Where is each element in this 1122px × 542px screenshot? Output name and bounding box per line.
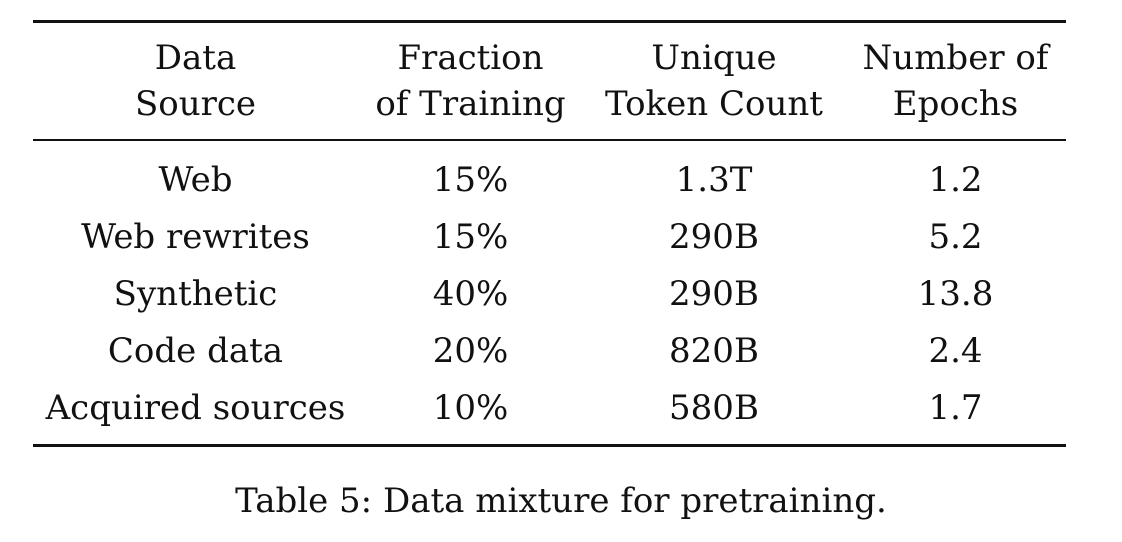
table-row: Acquired sources 10% 580B 1.7 bbox=[33, 379, 1066, 447]
header-text: Source bbox=[134, 84, 257, 124]
cell-data-source: Web rewrites bbox=[81, 216, 310, 257]
header-text: Token Count bbox=[605, 84, 823, 124]
header-unique-token-count: Unique Token Count bbox=[583, 20, 845, 141]
cell-fraction: 15% bbox=[432, 159, 509, 200]
cell-data-source: Code data bbox=[107, 330, 284, 371]
cell-fraction: 10% bbox=[358, 379, 583, 447]
cell-token-count: 290B bbox=[669, 273, 759, 314]
cell-epochs: 1.2 bbox=[928, 159, 983, 200]
header-row: Data Source Fraction of Training Unique … bbox=[33, 20, 1066, 141]
header-text: Epochs bbox=[892, 84, 1019, 124]
cell-fraction: 15% bbox=[432, 216, 509, 257]
header-text: Data bbox=[154, 38, 237, 78]
header-text: of Training bbox=[375, 84, 566, 124]
cell-epochs: 13.8 bbox=[917, 273, 994, 314]
cell-token-count: 1.3T bbox=[675, 159, 753, 200]
table-row: Web 15% 1.3T 1.2 bbox=[33, 140, 1066, 208]
data-mixture-table: Data Source Fraction of Training Unique … bbox=[33, 20, 1066, 447]
table-caption: Table 5: Data mixture for pretraining. bbox=[235, 481, 887, 521]
header-text: Number of bbox=[862, 38, 1049, 78]
cell-epochs: 2.4 bbox=[928, 330, 983, 371]
header-fraction-of-training: Fraction of Training bbox=[358, 20, 583, 141]
header-number-of-epochs: Number of Epochs bbox=[845, 20, 1066, 141]
table-header: Data Source Fraction of Training Unique … bbox=[33, 20, 1066, 141]
cell-token-count: 820B bbox=[669, 330, 759, 371]
table-body: Web 15% 1.3T 1.2 Web rewrites 15% 290B 5… bbox=[33, 140, 1066, 447]
cell-data-source: Acquired sources bbox=[33, 379, 358, 447]
cell-token-count: 290B bbox=[669, 216, 759, 257]
cell-data-source: Synthetic bbox=[113, 273, 278, 314]
table-container: Data Source Fraction of Training Unique … bbox=[33, 20, 1066, 447]
header-data-source: Data Source bbox=[33, 20, 358, 141]
header-text: Fraction bbox=[397, 38, 544, 78]
table-row: Code data 20% 820B 2.4 bbox=[33, 322, 1066, 379]
table-row: Synthetic 40% 290B 13.8 bbox=[33, 265, 1066, 322]
cell-fraction: 20% bbox=[432, 330, 509, 371]
cell-data-source: Web bbox=[158, 159, 233, 200]
header-text: Unique bbox=[651, 38, 777, 78]
cell-epochs: 5.2 bbox=[928, 216, 983, 257]
table-row: Web rewrites 15% 290B 5.2 bbox=[33, 208, 1066, 265]
cell-epochs: 1.7 bbox=[845, 379, 1066, 447]
cell-token-count: 580B bbox=[583, 379, 845, 447]
cell-fraction: 40% bbox=[432, 273, 509, 314]
